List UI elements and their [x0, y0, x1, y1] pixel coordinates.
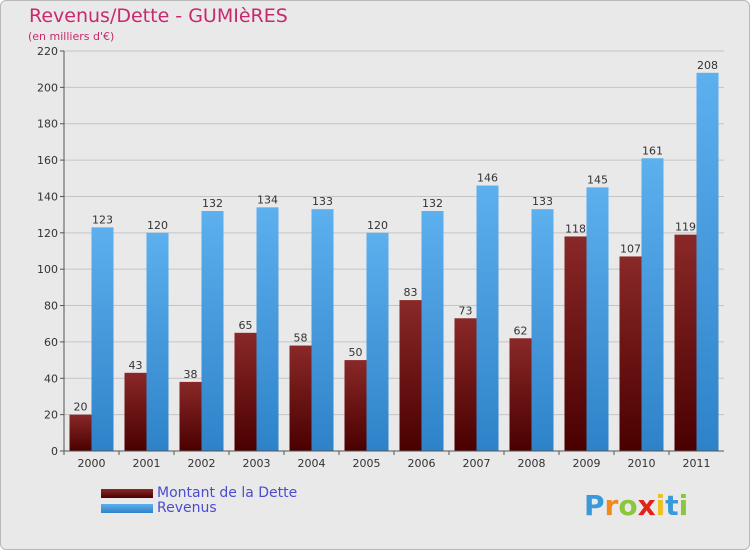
y-tick-label: 0	[51, 445, 58, 458]
bar-revenus	[91, 227, 114, 451]
x-tick-label: 2008	[518, 457, 546, 470]
data-label-debt: 38	[184, 368, 198, 381]
data-label-revenus: 133	[532, 195, 553, 208]
x-tick-label: 2009	[573, 457, 601, 470]
bar-revenus	[586, 187, 609, 451]
data-label-debt: 119	[675, 221, 696, 234]
bar-debt	[619, 256, 642, 451]
legend-label-debt: Montant de la Dette	[157, 485, 298, 501]
x-tick-label: 2005	[353, 457, 381, 470]
bar-revenus	[476, 185, 499, 451]
y-tick-label: 20	[44, 409, 58, 422]
data-label-revenus: 123	[92, 213, 113, 226]
data-label-debt: 107	[620, 242, 641, 255]
y-tick-label: 200	[37, 81, 58, 94]
logo-letter: r	[604, 489, 619, 522]
bar-revenus	[366, 232, 389, 451]
bar-debt	[674, 234, 697, 451]
data-label-debt: 50	[349, 346, 363, 359]
data-label-debt: 43	[129, 359, 143, 372]
y-tick-label: 60	[44, 336, 58, 349]
bar-revenus	[531, 209, 554, 451]
legend-item-revenus: Revenus	[101, 501, 297, 516]
logo-letter: o	[618, 489, 638, 522]
bar-revenus	[311, 209, 334, 451]
data-label-revenus: 208	[697, 59, 718, 72]
data-label-revenus: 161	[642, 144, 663, 157]
bar-revenus	[696, 72, 719, 452]
y-tick-label: 180	[37, 118, 58, 131]
bar-debt	[124, 372, 147, 451]
x-tick-label: 2004	[298, 457, 326, 470]
bar-debt	[564, 236, 587, 451]
data-label-revenus: 132	[422, 197, 443, 210]
legend-swatch-debt	[101, 489, 153, 498]
y-tick-label: 80	[44, 300, 58, 313]
data-label-debt: 65	[239, 319, 253, 332]
x-tick-label: 2000	[78, 457, 106, 470]
x-tick-label: 2002	[188, 457, 216, 470]
data-label-debt: 83	[404, 286, 418, 299]
bar-debt	[289, 345, 312, 451]
y-tick-label: 40	[44, 372, 58, 385]
bar-revenus	[421, 211, 444, 451]
chart-subtitle: (en milliers d'€)	[28, 30, 115, 43]
logo-letter: t	[665, 489, 679, 522]
y-tick-label: 100	[37, 263, 58, 276]
data-label-debt: 20	[74, 401, 88, 414]
data-label-revenus: 145	[587, 173, 608, 186]
legend-label-revenus: Revenus	[157, 500, 217, 516]
y-tick-label: 120	[37, 227, 58, 240]
x-tick-label: 2003	[243, 457, 271, 470]
bar-debt	[69, 414, 92, 451]
bars: 20 123 43 120 38 132 65 134 58 133 50 120 83 132 73 146…	[69, 59, 719, 452]
proxiti-logo: Proxiti	[584, 489, 688, 522]
data-label-debt: 62	[514, 324, 528, 337]
logo-letter: i	[678, 489, 689, 522]
bar-debt	[509, 338, 532, 451]
logo-letter: i	[655, 489, 666, 522]
bar-debt	[399, 300, 422, 451]
bar-revenus	[146, 232, 169, 451]
x-tick-label: 2010	[628, 457, 656, 470]
data-label-debt: 58	[294, 332, 308, 345]
data-label-debt: 118	[565, 222, 586, 235]
bar-revenus	[201, 211, 224, 451]
x-tick-label: 2007	[463, 457, 491, 470]
logo-letter: P	[584, 489, 605, 522]
data-label-revenus: 120	[367, 219, 388, 232]
bar-revenus	[256, 207, 279, 451]
data-label-revenus: 132	[202, 197, 223, 210]
data-label-revenus: 146	[477, 172, 498, 185]
bar-debt	[234, 332, 257, 451]
legend: Montant de la Dette Revenus	[101, 486, 297, 516]
logo-letter: x	[637, 489, 656, 522]
y-tick-label: 160	[37, 154, 58, 167]
bar-debt	[344, 360, 367, 451]
bar-revenus	[641, 158, 664, 452]
y-tick-label: 140	[37, 190, 58, 203]
data-label-revenus: 134	[257, 193, 278, 206]
x-tick-label: 2001	[133, 457, 161, 470]
x-tick-label: 2011	[683, 457, 711, 470]
x-tick-labels: 2000 2001 2002 2003 2004 2005 2006 2007 2008 2009…	[63, 451, 711, 470]
data-label-revenus: 120	[147, 219, 168, 232]
y-tick-labels: 0 20 40 60 80 100 120 140 160 180 200 220	[37, 45, 58, 458]
legend-item-debt: Montant de la Dette	[101, 486, 297, 501]
data-label-debt: 73	[459, 304, 473, 317]
data-label-revenus: 133	[312, 195, 333, 208]
bar-debt	[454, 318, 477, 451]
axes	[63, 51, 724, 452]
grid-lines	[60, 50, 724, 452]
y-tick-label: 220	[37, 45, 58, 58]
chart-title: Revenus/Dette - GUMIèRES	[29, 5, 288, 27]
bar-debt	[179, 381, 202, 451]
legend-swatch-revenus	[101, 504, 153, 513]
x-tick-label: 2006	[408, 457, 436, 470]
